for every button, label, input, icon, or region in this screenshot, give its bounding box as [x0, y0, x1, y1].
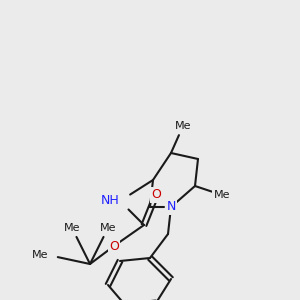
Text: O: O: [151, 188, 161, 202]
Text: Me: Me: [100, 223, 116, 233]
Text: Me: Me: [175, 121, 191, 131]
Text: N: N: [166, 200, 176, 214]
Text: NH: NH: [101, 194, 120, 208]
Text: Me: Me: [214, 190, 230, 200]
Text: Me: Me: [32, 250, 48, 260]
Text: O: O: [109, 239, 119, 253]
Text: Me: Me: [64, 223, 80, 233]
